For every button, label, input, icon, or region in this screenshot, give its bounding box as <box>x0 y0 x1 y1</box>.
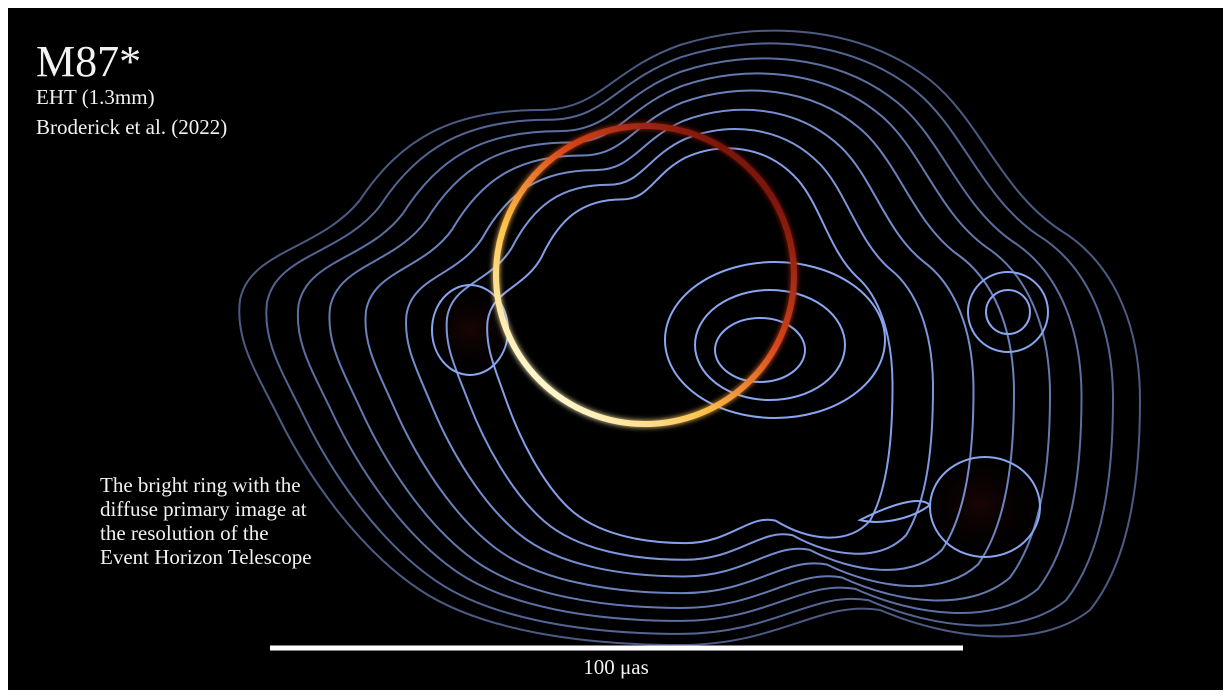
haze <box>410 280 530 380</box>
page: M87* EHT (1.3mm) Broderick et al. (2022)… <box>0 0 1231 696</box>
title: M87* <box>36 37 141 86</box>
scale-bar-label: 100 μas <box>583 655 649 679</box>
caption: Event Horizon Telescope <box>100 545 312 569</box>
scene: M87* EHT (1.3mm) Broderick et al. (2022)… <box>0 0 1231 696</box>
subtitle: Broderick et al. (2022) <box>36 115 227 139</box>
caption: the resolution of the <box>100 521 269 545</box>
caption: The bright ring with the <box>100 473 301 497</box>
subtitle: EHT (1.3mm) <box>36 85 155 109</box>
caption: diffuse primary image at <box>100 497 307 521</box>
